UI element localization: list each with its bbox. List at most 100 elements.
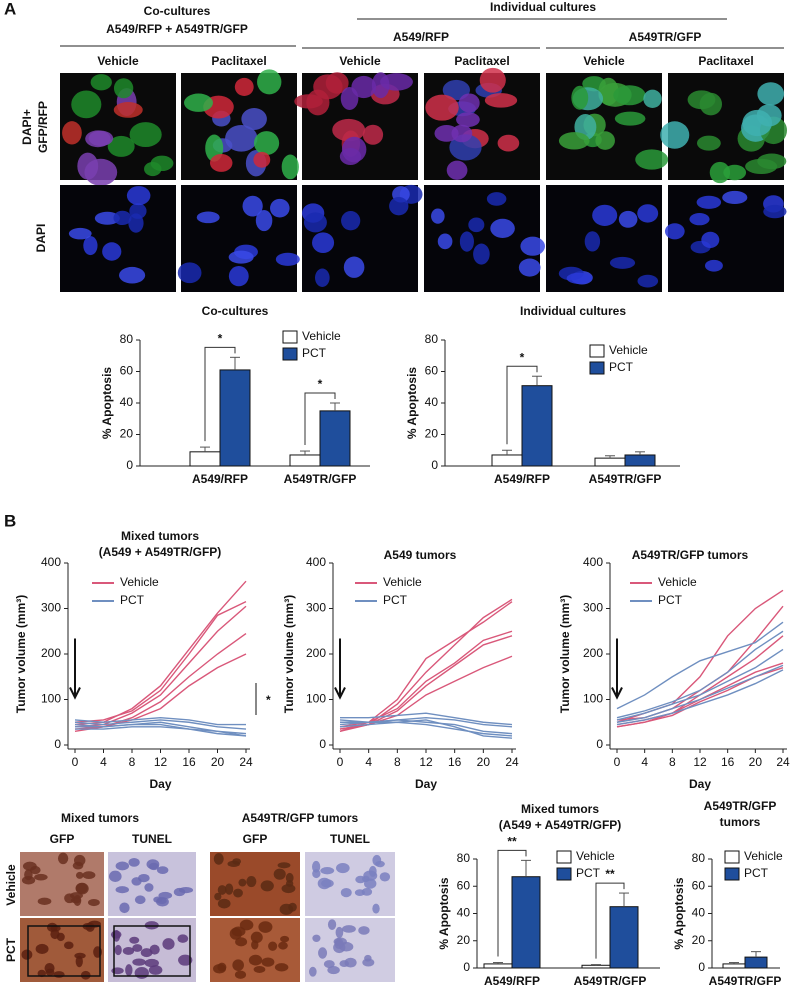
cell [34,873,48,881]
cell [323,960,335,969]
y-tick-label: 80 [692,851,706,865]
cell [281,884,296,894]
cell [132,958,146,966]
cell [687,90,716,110]
legend-swatch [724,850,740,864]
cell [178,954,193,966]
cell [140,948,153,958]
cell [518,258,541,277]
bar [594,457,626,467]
column-label: Vehicle [583,54,625,68]
y-axis-label: % Apoptosis [100,367,114,440]
series-line [74,580,247,726]
cell [294,94,323,109]
cell [128,858,140,867]
cell [177,934,189,943]
cell [456,112,480,128]
group-header: A549/RFP + A549TR/GFP [106,22,248,36]
x-axis-label: Day [689,777,711,791]
y-axis-label: % Apoptosis [437,877,451,950]
cell [339,960,349,968]
x-tick-label: 12 [154,755,168,769]
series-line [339,721,513,737]
significance: * [318,377,323,391]
x-tick-label: 12 [693,755,707,769]
cell [248,954,263,966]
cell [372,903,380,914]
column-label: Vehicle [339,54,381,68]
y-tick-label: 100 [306,692,326,706]
y-tick-label: 80 [457,851,471,865]
series-line [339,635,513,730]
bar [189,451,221,467]
cell [242,195,263,217]
cell [275,252,300,266]
x-tick-label: A549TR/GFP [589,472,662,486]
x-tick-label: 12 [419,755,433,769]
cell [314,268,330,287]
bar [609,906,639,969]
cell [111,967,124,975]
cell [250,931,263,944]
x-tick-label: 24 [505,755,519,769]
cell [88,130,114,146]
y-tick-label: 20 [457,933,471,947]
cell [379,872,391,882]
cell [173,887,186,897]
cell [351,75,377,99]
x-tick-label: 0 [72,755,79,769]
cell [132,944,143,952]
y-axis-label: % Apoptosis [672,877,686,950]
cell [637,204,659,223]
group-header: A549TR/GFP [629,30,702,44]
error-bar [635,451,645,455]
error-bar [591,964,601,966]
cell [358,926,370,935]
series-line [616,605,784,721]
y-tick-label: 40 [120,395,134,409]
cell [21,875,36,885]
cell [225,124,258,152]
cell [285,872,294,883]
row-label: GFP/RFP [36,101,50,153]
y-tick-label: 400 [41,555,61,569]
x-tick-label: 4 [100,755,107,769]
chart-title: (A549 + A549TR/GFP) [499,818,622,832]
cell [129,936,140,944]
significance-bracket [304,392,336,446]
y-tick-label: 200 [306,646,326,660]
cell [134,966,149,979]
y-tick-label: 0 [596,737,603,751]
x-axis-label: Day [415,777,437,791]
chart-title: tumors [720,815,761,829]
cell [312,232,335,254]
cell [138,873,150,883]
x-tick-label: A549/RFP [484,974,540,987]
cell [88,898,100,907]
cell [362,124,384,145]
cell [35,943,49,954]
y-tick-label: 20 [692,933,706,947]
series-line [74,716,246,726]
cell [341,211,361,231]
error-bar [493,962,503,964]
cell [609,256,636,269]
cell [153,896,163,903]
cell [144,883,154,892]
cell [75,871,84,879]
cell [232,959,244,972]
cell [148,862,159,871]
y-tick-label: 0 [54,737,61,751]
significance-bracket [497,849,527,957]
legend-label: Vehicle [302,329,341,343]
significance: ** [605,867,615,881]
cell [696,135,721,151]
cell [227,860,240,867]
cell [614,111,646,126]
cell [83,236,98,256]
cell [635,149,669,170]
cell [313,74,343,100]
y-tick-label: 60 [425,364,439,378]
error-bar [230,356,240,370]
y-tick-label: 60 [457,878,471,892]
